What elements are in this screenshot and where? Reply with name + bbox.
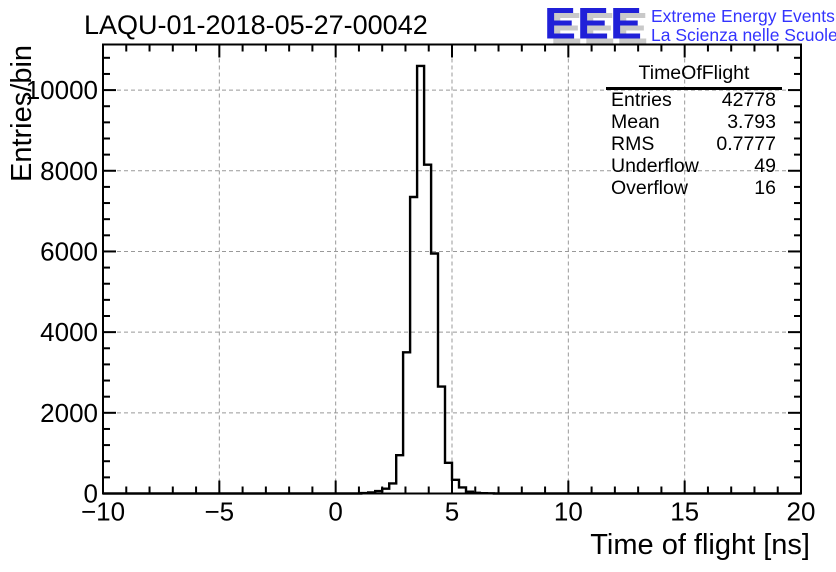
gridlines (103, 44, 801, 494)
stats-row-rms: RMS 0.7777 (606, 133, 782, 156)
stats-row-mean: Mean 3.793 (606, 111, 782, 134)
stats-value: 3.793 (727, 111, 776, 134)
svg-text:6000: 6000 (40, 236, 98, 266)
page-title: LAQU-01-2018-05-27-00042 (84, 10, 428, 40)
y-axis-title: Entries/bin (6, 44, 38, 182)
svg-text:0: 0 (328, 497, 342, 527)
stats-value: 42778 (721, 89, 776, 112)
eee-logo-caption: Extreme Energy Events La Scienza nelle S… (651, 7, 836, 45)
stats-row-entries: Entries 42778 (606, 89, 782, 112)
axis-ticks (102, 44, 802, 495)
svg-text:8000: 8000 (40, 156, 98, 186)
svg-text:−5: −5 (205, 497, 235, 527)
stats-label: Mean (611, 111, 660, 134)
stats-value: 49 (754, 154, 776, 177)
svg-text:−10: −10 (81, 497, 125, 527)
stats-label: Entries (611, 89, 672, 112)
x-axis-title: Time of flight [ns] (590, 529, 810, 561)
stats-value: 16 (754, 176, 776, 199)
svg-text:10000: 10000 (26, 75, 98, 105)
eee-logo-line2: La Scienza nelle Scuole (651, 25, 836, 45)
svg-text:20: 20 (787, 497, 816, 527)
svg-text:2000: 2000 (40, 398, 98, 428)
x-axis-tick-labels: −10 −5 0 5 10 15 20 (81, 497, 816, 527)
stats-box: TimeOfFlight Entries 42778 Mean 3.793 RM… (606, 59, 782, 199)
stats-box-title: TimeOfFlight (606, 59, 782, 90)
stats-row-underflow: Underflow 49 (606, 155, 782, 177)
svg-text:10: 10 (554, 497, 583, 527)
stats-label: RMS (611, 133, 655, 155)
svg-text:15: 15 (670, 497, 699, 527)
stats-label: Underflow (611, 154, 699, 177)
stats-value: 0.7777 (716, 133, 776, 155)
eee-logo-line1: Extreme Energy Events (651, 6, 835, 26)
svg-text:4000: 4000 (40, 317, 98, 347)
eee-logo: EEE (544, 0, 643, 49)
stats-label: Overflow (611, 176, 688, 199)
y-axis-tick-labels: 0 2000 4000 6000 8000 10000 (26, 75, 98, 508)
stats-row-overflow: Overflow 16 (606, 177, 782, 199)
svg-text:5: 5 (445, 497, 459, 527)
svg-text:0: 0 (84, 479, 98, 509)
